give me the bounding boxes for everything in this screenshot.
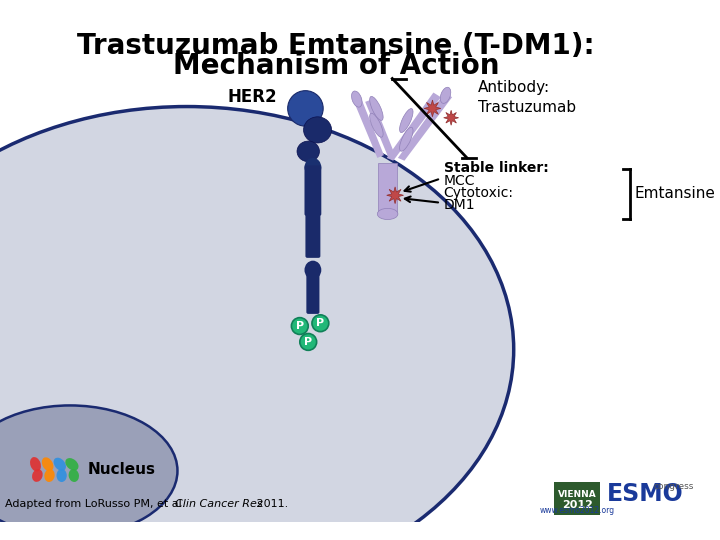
Polygon shape <box>365 99 395 158</box>
Ellipse shape <box>400 127 413 151</box>
Text: Adapted from LoRusso PM, et al.: Adapted from LoRusso PM, et al. <box>4 499 189 509</box>
Ellipse shape <box>377 208 398 220</box>
Ellipse shape <box>45 469 55 482</box>
Text: P: P <box>316 318 325 328</box>
Text: P: P <box>296 321 304 331</box>
Ellipse shape <box>369 97 383 120</box>
Polygon shape <box>378 163 397 214</box>
Polygon shape <box>424 100 441 117</box>
FancyBboxPatch shape <box>306 265 320 314</box>
FancyBboxPatch shape <box>554 482 600 515</box>
Text: 2011.: 2011. <box>253 499 289 509</box>
Text: ESMO: ESMO <box>607 482 684 506</box>
Text: 2012: 2012 <box>562 501 593 510</box>
Text: Antibody:
Trastuzumab: Antibody: Trastuzumab <box>478 80 576 114</box>
Text: Nucleus: Nucleus <box>87 462 156 477</box>
Ellipse shape <box>297 141 320 161</box>
Text: P: P <box>304 337 312 347</box>
Ellipse shape <box>400 109 413 132</box>
Ellipse shape <box>53 458 66 471</box>
FancyBboxPatch shape <box>305 212 320 258</box>
Text: Stable linker:: Stable linker: <box>444 161 549 175</box>
Ellipse shape <box>30 457 41 471</box>
Text: Trastuzumab Emtansine (T-DM1):: Trastuzumab Emtansine (T-DM1): <box>78 32 595 60</box>
Ellipse shape <box>0 406 177 536</box>
Text: www.esmo2012.org: www.esmo2012.org <box>540 506 615 515</box>
Ellipse shape <box>288 91 323 126</box>
Text: DM1: DM1 <box>444 198 475 212</box>
Polygon shape <box>387 187 403 204</box>
Polygon shape <box>398 92 452 161</box>
Ellipse shape <box>305 158 321 177</box>
Ellipse shape <box>304 117 332 143</box>
Ellipse shape <box>312 315 329 332</box>
Text: Mechanism of Action: Mechanism of Action <box>173 52 500 80</box>
Ellipse shape <box>441 87 451 103</box>
Ellipse shape <box>300 334 317 350</box>
Text: VIENNA: VIENNA <box>558 490 597 498</box>
Ellipse shape <box>66 458 78 470</box>
Text: MCC: MCC <box>444 174 475 188</box>
Ellipse shape <box>56 469 67 482</box>
Ellipse shape <box>292 318 308 334</box>
Polygon shape <box>387 92 441 161</box>
Ellipse shape <box>369 113 383 137</box>
Ellipse shape <box>351 91 362 107</box>
Text: Cytotoxic:: Cytotoxic: <box>444 186 513 200</box>
FancyBboxPatch shape <box>305 165 321 216</box>
Ellipse shape <box>68 469 79 482</box>
Text: congress: congress <box>654 482 694 491</box>
Text: Emtansine: Emtansine <box>634 186 715 201</box>
Text: HER2: HER2 <box>228 88 277 106</box>
Polygon shape <box>354 99 384 158</box>
Ellipse shape <box>0 106 513 540</box>
Polygon shape <box>444 110 459 125</box>
Ellipse shape <box>305 261 321 279</box>
Ellipse shape <box>42 457 53 471</box>
Text: Clin Cancer Res: Clin Cancer Res <box>175 499 262 509</box>
Ellipse shape <box>32 469 42 482</box>
